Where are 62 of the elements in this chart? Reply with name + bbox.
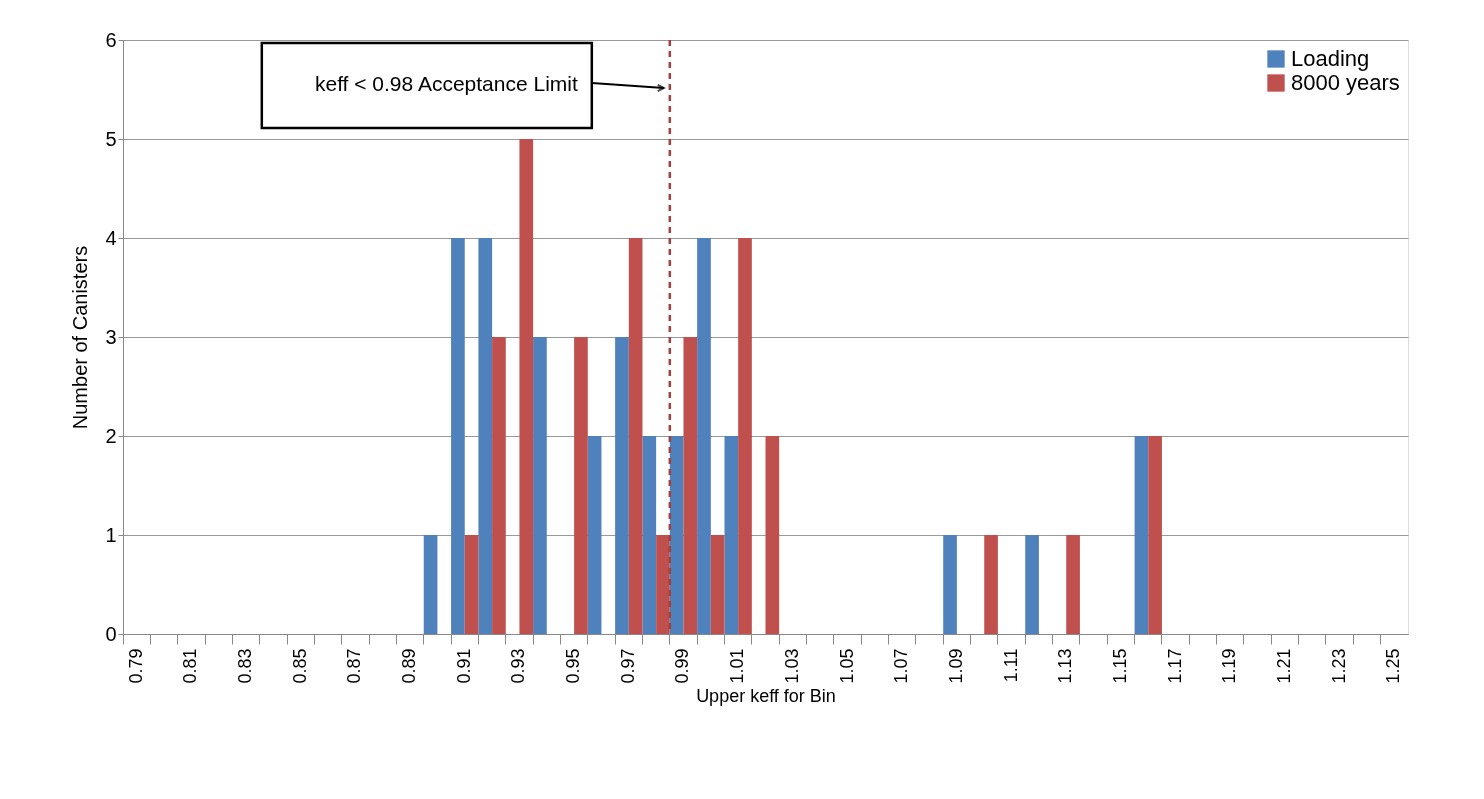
x-tick-label: 1.01 (727, 648, 748, 684)
y-tick-label: 6 (105, 28, 117, 51)
y-tick-label: 3 (105, 325, 117, 348)
bar (451, 238, 465, 634)
bar (1025, 535, 1039, 634)
y-tick-label: 1 (105, 523, 117, 546)
bar (628, 238, 643, 634)
bar (683, 337, 698, 634)
bar (710, 535, 725, 634)
y-tick-label: 5 (105, 127, 117, 150)
x-tick-label: 0.89 (399, 648, 420, 684)
x-tick-label: 1.03 (781, 648, 802, 684)
x-tick-label: 1.07 (891, 648, 912, 684)
bar (533, 337, 547, 634)
x-tick-label: 1.13 (1055, 648, 1076, 684)
x-tick-label: 1.11 (1000, 648, 1021, 683)
bar (738, 238, 752, 634)
bar (464, 535, 479, 634)
y-axis-title: Number of Canisters (69, 245, 92, 430)
bar (642, 436, 657, 634)
x-tick-label: 1.05 (836, 648, 857, 684)
x-tick-label: 0.85 (289, 648, 310, 684)
bar (1134, 436, 1149, 634)
x-tick-label: 1.21 (1273, 648, 1294, 684)
bar (574, 337, 588, 634)
bar (724, 436, 739, 634)
bar (1148, 436, 1162, 634)
bar (943, 535, 957, 634)
x-tick-label: 0.95 (563, 648, 584, 684)
x-tick-label: 0.99 (672, 648, 693, 684)
x-tick-label: 1.15 (1109, 648, 1130, 684)
bar (423, 535, 438, 634)
bar (615, 337, 629, 634)
bar (669, 436, 684, 634)
bar (519, 139, 534, 634)
bar (478, 238, 493, 634)
x-tick-label: 0.81 (180, 648, 201, 684)
bar (765, 436, 780, 634)
y-tick-label: 4 (105, 226, 117, 249)
x-tick-label: 1.19 (1219, 648, 1240, 684)
legend-label: 8000 years (1291, 70, 1400, 95)
x-tick-label: 1.23 (1328, 648, 1349, 684)
ref-line-label: keff < 0.98 Acceptance Limit (314, 72, 578, 95)
bar (1066, 535, 1080, 634)
x-tick-label: 1.09 (945, 648, 966, 684)
x-tick-label: 0.83 (235, 648, 256, 684)
bar (697, 238, 711, 634)
x-tick-label: 0.87 (344, 648, 365, 684)
x-tick-label: 0.79 (125, 648, 146, 684)
x-axis-title: Upper keff for Bin (696, 685, 836, 706)
legend-label: Loading (1291, 46, 1370, 71)
bar (656, 535, 670, 634)
x-tick-label: 1.17 (1164, 648, 1185, 684)
bar (587, 436, 602, 634)
x-tick-label: 1.25 (1383, 648, 1404, 684)
y-tick-label: 2 (105, 424, 117, 447)
x-tick-label: 0.93 (508, 648, 529, 684)
bar (492, 337, 506, 634)
y-tick-label: 0 (105, 622, 117, 645)
bar (984, 535, 998, 634)
x-tick-label: 0.97 (617, 648, 638, 684)
x-tick-label: 0.91 (453, 648, 474, 684)
